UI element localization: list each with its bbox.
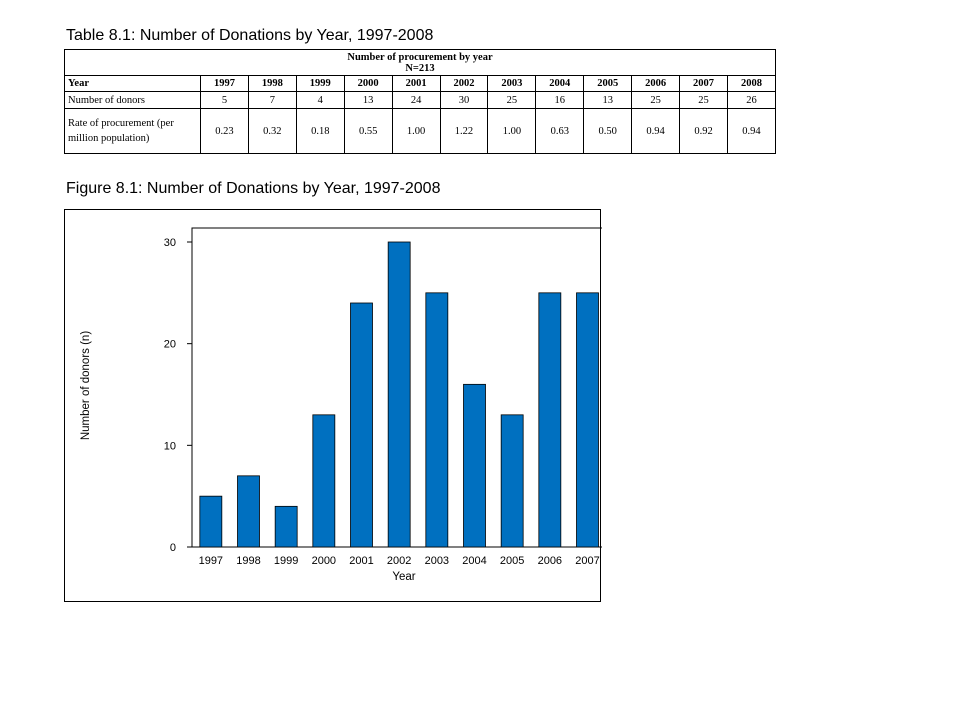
- year-cell: 2003: [487, 75, 537, 92]
- donor-cell: 5: [200, 91, 249, 109]
- year-cell: 2006: [631, 75, 681, 92]
- rate-row-label: Rate of procurement (per million populat…: [64, 108, 201, 154]
- bar: [350, 302, 373, 548]
- x-tick-label: 2004: [462, 555, 486, 567]
- x-tick-label: 1997: [199, 555, 223, 567]
- x-tick-label: 2007: [575, 555, 599, 567]
- bar: [237, 475, 260, 548]
- rate-cell: 0.32: [247, 108, 297, 154]
- rate-cell: 0.94: [631, 108, 681, 154]
- donor-cell: 30: [439, 91, 489, 109]
- y-tick-label: 30: [164, 237, 176, 249]
- bar: [538, 292, 562, 548]
- rate-cell: 0.55: [343, 108, 393, 154]
- rate-cell: 1.22: [439, 108, 489, 154]
- bar: [500, 414, 524, 548]
- year-cell: 1999: [295, 75, 345, 92]
- x-tick-label: 2002: [387, 555, 411, 567]
- donor-row: Number of donors 5 7 4 13 24 30 25 16 13 25 25 26: [64, 91, 777, 109]
- table-caption: Table 8.1: Number of Donations by Year, …: [66, 27, 434, 44]
- x-tick-label: 1998: [236, 555, 260, 567]
- year-cell: 1997: [200, 75, 249, 92]
- year-cell: 2002: [439, 75, 489, 92]
- year-cell: 2004: [535, 75, 585, 92]
- rate-cell: 0.50: [583, 108, 633, 154]
- donor-cell: 25: [487, 91, 537, 109]
- rate-cell: 0.92: [679, 108, 728, 154]
- bar: [312, 414, 336, 548]
- rate-row: Rate of procurement (per million populat…: [64, 108, 777, 154]
- year-row-label: Year: [64, 75, 201, 92]
- donor-cell: 25: [679, 91, 728, 109]
- x-tick-label: 1999: [274, 555, 298, 567]
- bar: [387, 241, 411, 548]
- bar: [463, 383, 486, 548]
- rate-cell: 1.00: [487, 108, 537, 154]
- y-tick-label: 10: [164, 440, 176, 452]
- donor-cell: 24: [391, 91, 441, 109]
- donor-cell: 16: [535, 91, 585, 109]
- plot-area: 0 10 20 30 1997 1998 1999 2000 2001 2002 2003 2004 2…: [80, 227, 602, 583]
- figure-caption: Figure 8.1: Number of Donations by Year,…: [66, 180, 441, 197]
- bar: [576, 292, 599, 548]
- year-cell: 2000: [343, 75, 393, 92]
- bar: [199, 495, 223, 548]
- rate-cell: 0.23: [200, 108, 249, 154]
- bar: [274, 505, 298, 548]
- y-tick-label: 20: [164, 339, 176, 351]
- donor-cell: 13: [343, 91, 393, 109]
- bar-chart: 0 10 20 30 1997 1998 1999 2000 2001 2002 2003 2004 2…: [80, 227, 602, 583]
- x-tick-label: 2003: [425, 555, 449, 567]
- chart-frame: 0 10 20 30 1997 1998 1999 2000 2001 2002 2003 2004 2…: [64, 209, 602, 602]
- rate-cell: 0.94: [726, 108, 777, 154]
- donor-cell: 26: [726, 91, 777, 109]
- donor-cell: 13: [583, 91, 633, 109]
- donor-row-label: Number of donors: [64, 91, 201, 109]
- rate-cell: 0.18: [295, 108, 345, 154]
- bar: [425, 292, 449, 548]
- x-tick-label: 2001: [349, 555, 373, 567]
- year-cell: 2005: [583, 75, 633, 92]
- donor-cell: 7: [247, 91, 297, 109]
- y-tick-label: 0: [170, 542, 176, 554]
- year-cell: 2008: [726, 75, 777, 92]
- x-tick-label: 2006: [538, 555, 562, 567]
- y-axis-title: Number of donors (n): [80, 331, 92, 440]
- group-header: Number of procurement by year N=213: [64, 49, 776, 76]
- group-header-title: Number of procurement by year: [347, 52, 493, 63]
- x-tick-label: 2000: [312, 555, 336, 567]
- plot-border: [191, 227, 602, 548]
- group-header-n: N=213: [405, 63, 435, 74]
- rate-cell: 1.00: [391, 108, 441, 154]
- year-row: Year 1997 1998 1999 2000 2001 2002 2003 2004 200…: [64, 75, 777, 92]
- donor-cell: 25: [631, 91, 681, 109]
- rate-cell: 0.63: [535, 108, 585, 154]
- year-cell: 1998: [247, 75, 297, 92]
- x-tick-label: 2005: [500, 555, 524, 567]
- year-cell: 2007: [679, 75, 728, 92]
- procurement-table: Number of procurement by year N=213 Year…: [64, 49, 777, 154]
- donor-cell: 4: [295, 91, 345, 109]
- year-cell: 2001: [391, 75, 441, 92]
- x-axis-title: Year: [392, 571, 415, 583]
